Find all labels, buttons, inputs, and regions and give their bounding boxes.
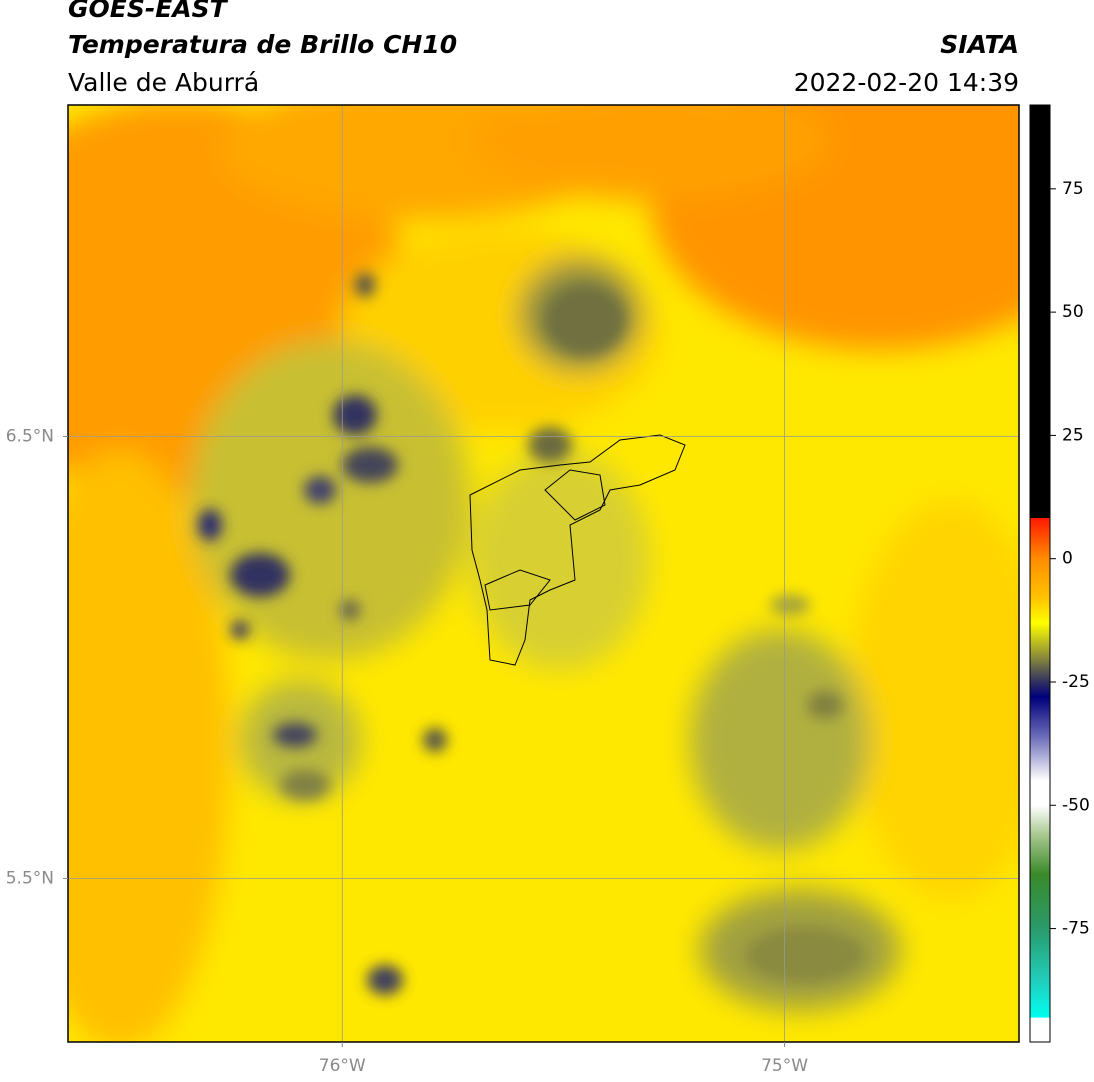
source: SIATA: [940, 30, 1019, 59]
lon-label: 75°W: [761, 1056, 808, 1076]
colorbar-tick-label: 75: [1062, 179, 1084, 199]
product: Temperatura de Brillo CH10: [68, 30, 457, 59]
map-frame: [67, 104, 1020, 1043]
colorbar-tick-label: -50: [1062, 795, 1090, 815]
colorbar-tick-label: -75: [1062, 919, 1090, 939]
colorbar-tick-label: -25: [1062, 672, 1090, 692]
colorbar-tick-label: 50: [1062, 302, 1084, 322]
colorbar-tick-label: 25: [1062, 425, 1084, 445]
map-image: [68, 105, 1019, 1042]
colorbar-tick-label: 0: [1062, 549, 1073, 569]
datetime: 2022-02-20 14:39: [794, 68, 1019, 97]
region: Valle de Aburrá: [68, 68, 259, 97]
lat-label: 6.5°N: [6, 426, 54, 446]
colorbar: [1029, 104, 1051, 1043]
valley-outline: [469, 434, 686, 666]
satellite: GOES-EAST: [68, 0, 229, 23]
lat-label: 5.5°N: [6, 868, 54, 888]
lon-label: 76°W: [319, 1056, 366, 1076]
